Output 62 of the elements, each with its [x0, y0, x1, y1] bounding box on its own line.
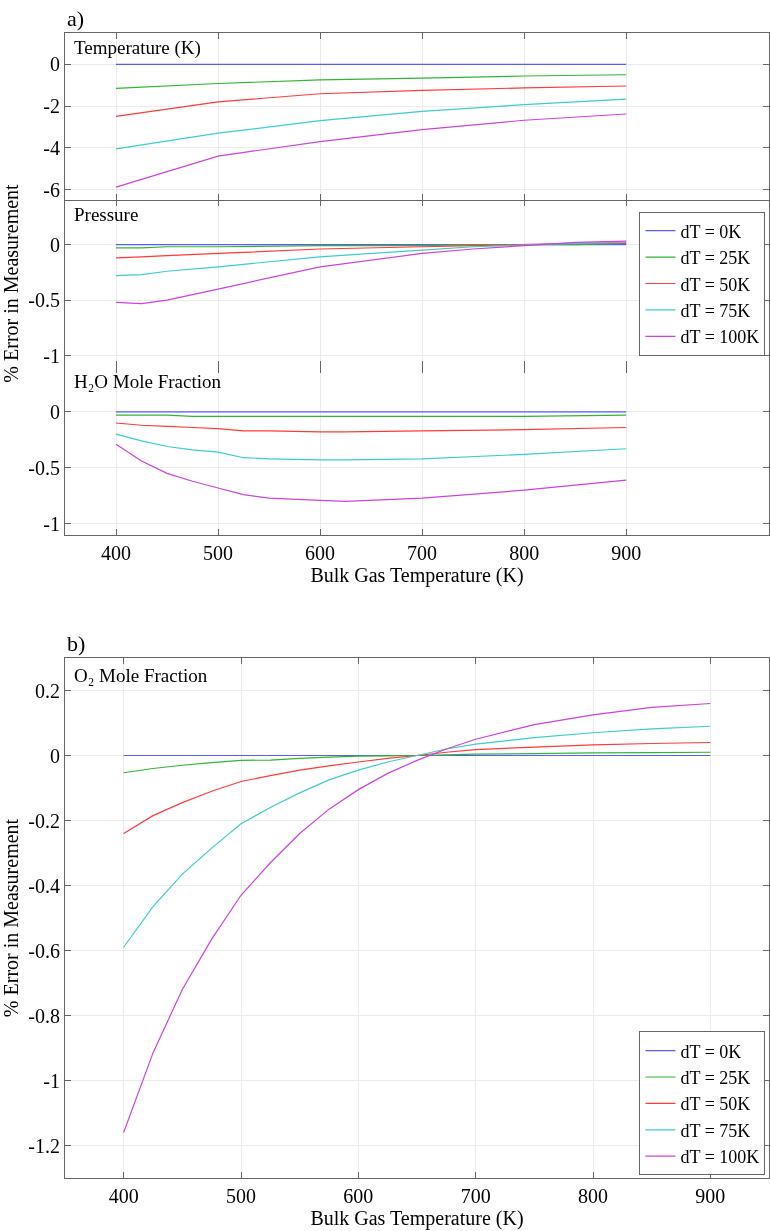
- line-series: [115, 98, 627, 150]
- x-tick-label: 400: [108, 1185, 139, 1207]
- y-axis-title: % Error in Measurement: [0, 818, 22, 1018]
- legend-label: dT = 0K: [680, 221, 742, 242]
- x-tick-label: 800: [578, 1185, 608, 1207]
- x-tick-label: 800: [509, 542, 540, 564]
- chart-title: a): [67, 6, 85, 31]
- legend-label: dT = 50K: [680, 1094, 751, 1115]
- annotation: Pressure: [74, 204, 139, 225]
- y-tick-label: -0.2: [28, 809, 60, 832]
- y-tick-label: -1: [43, 512, 60, 535]
- y-tick-label: -0.6: [28, 939, 60, 962]
- y-tick-label: -4: [43, 136, 60, 159]
- y-tick-label: -0.4: [28, 874, 60, 897]
- line-series: [115, 241, 627, 277]
- chart-title: b): [67, 631, 86, 656]
- x-tick-label: 700: [407, 542, 438, 564]
- line-series: [115, 240, 627, 305]
- x-tick-label: 700: [460, 1185, 491, 1207]
- x-axis-title: Bulk Gas Temperature (K): [310, 564, 524, 587]
- line-series: [115, 433, 627, 461]
- x-axis-title: Bulk Gas Temperature (K): [310, 1207, 524, 1230]
- x-tick-label: 600: [343, 1185, 374, 1207]
- legend-label: dT = 25K: [680, 248, 751, 269]
- y-tick-label: 0: [50, 744, 60, 767]
- line-series: [123, 725, 711, 948]
- annotation: Temperature (K): [74, 37, 201, 59]
- legend-label: dT = 0K: [680, 1041, 742, 1062]
- line-series: [123, 741, 711, 835]
- legend-label: dT = 100K: [680, 1147, 760, 1168]
- y-tick-label: -0.5: [28, 456, 60, 479]
- y-tick-label: 0.2: [35, 679, 60, 702]
- legend-label: dT = 25K: [680, 1068, 751, 1089]
- legend-label: dT = 75K: [680, 300, 751, 321]
- x-tick-label: 400: [101, 542, 132, 564]
- line-series: [115, 443, 627, 502]
- y-axis-title: % Error in Measurement: [0, 183, 22, 383]
- line-series: [115, 74, 627, 89]
- x-tick-label: 500: [226, 1185, 256, 1207]
- y-tick-label: -1.2: [28, 1134, 60, 1157]
- line-series: [123, 751, 711, 774]
- x-tick-label: 900: [611, 542, 642, 564]
- y-tick-label: -1: [43, 344, 60, 367]
- legend-label: dT = 100K: [680, 327, 760, 348]
- line-series: [115, 113, 627, 188]
- y-tick-label: 0: [50, 400, 60, 423]
- x-tick-label: 500: [203, 542, 234, 564]
- legend-label: dT = 50K: [680, 274, 751, 295]
- annotation: O₂ Mole Fraction: [74, 665, 208, 686]
- x-tick-label: 600: [305, 542, 336, 564]
- y-tick-label: -0.5: [28, 289, 60, 312]
- annotation: H₂O Mole Fraction: [74, 371, 222, 392]
- y-tick-label: -6: [43, 178, 60, 201]
- y-tick-label: -2: [43, 95, 60, 118]
- y-tick-label: 0: [50, 53, 60, 76]
- line-series: [115, 85, 627, 117]
- y-tick-label: 0: [50, 233, 60, 256]
- legend-label: dT = 75K: [680, 1120, 751, 1141]
- x-tick-label: 900: [695, 1185, 726, 1207]
- y-tick-label: -1: [43, 1069, 60, 1092]
- y-tick-label: -0.8: [28, 1004, 60, 1027]
- line-series: [115, 422, 627, 433]
